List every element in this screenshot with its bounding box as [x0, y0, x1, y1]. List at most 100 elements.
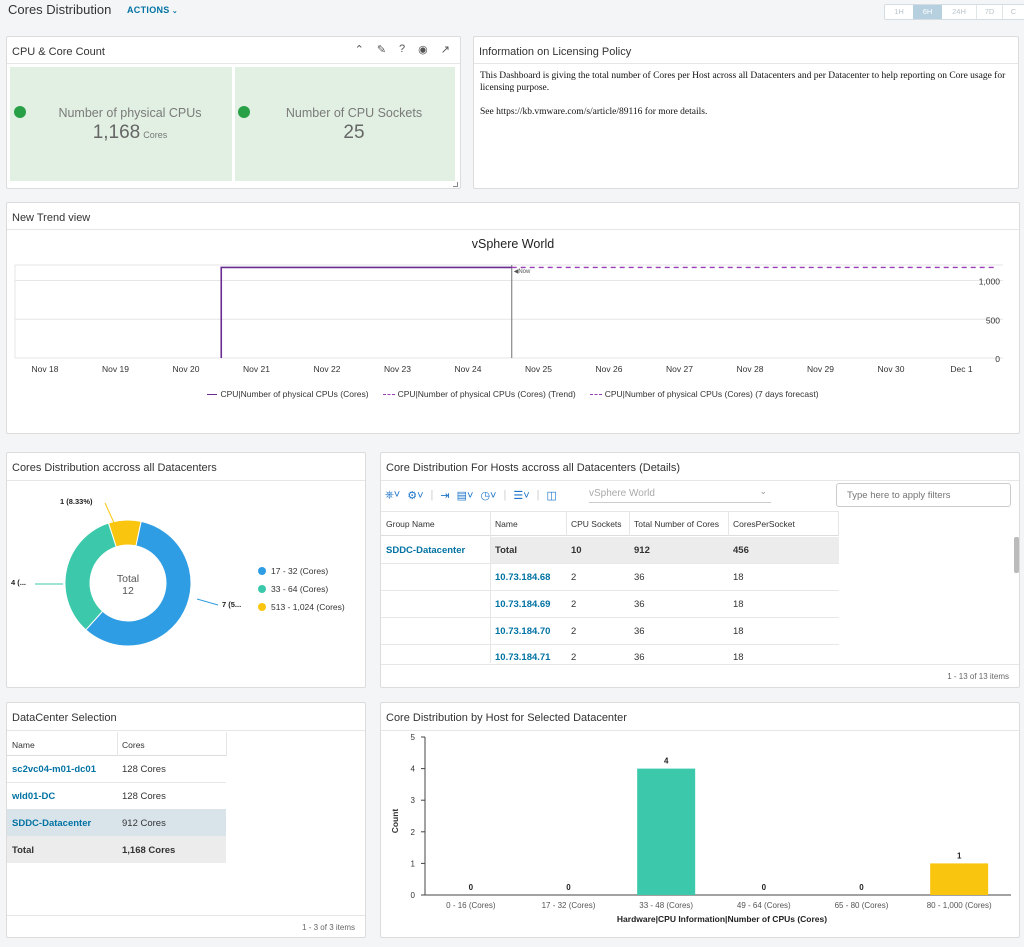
- y-tick-label: 4: [411, 765, 416, 774]
- x-tick-label: Nov 24: [455, 364, 482, 374]
- x-tick-label: Nov 28: [737, 364, 764, 374]
- legend-item-trend[interactable]: CPU|Number of physical CPUs (Cores) (Tre…: [382, 389, 576, 399]
- table-row-selected[interactable]: [7, 809, 226, 836]
- time-range-24h[interactable]: 24H: [942, 5, 976, 19]
- expand-icon[interactable]: ↗: [440, 44, 450, 56]
- y-tick-label: 2: [411, 828, 416, 837]
- group-name-link[interactable]: SDDC-Datacenter: [386, 545, 466, 556]
- chart-title: vSphere World: [471, 237, 555, 251]
- calendar-icon[interactable]: ▤˅: [456, 489, 474, 502]
- column-divider: [226, 732, 227, 756]
- x-tick-label: 49 - 64 (Cores): [737, 901, 791, 910]
- collapse-icon[interactable]: ⌃: [354, 44, 364, 56]
- y-tick-label: 3: [411, 796, 416, 805]
- time-range-7d[interactable]: 7D: [976, 5, 1002, 19]
- divider: [381, 664, 1019, 665]
- col-header-sockets[interactable]: CPU Sockets: [571, 519, 622, 529]
- datacenter-link[interactable]: wld01-DC: [12, 791, 56, 802]
- info-paragraph: This Dashboard is giving the total numbe…: [480, 71, 1006, 93]
- clock-icon[interactable]: ◷˅: [480, 489, 497, 502]
- host-link[interactable]: 10.73.184.70: [495, 626, 551, 637]
- divider: [381, 730, 1019, 731]
- x-tick-label: Nov 19: [102, 364, 129, 374]
- host-link[interactable]: 10.73.184.69: [495, 599, 551, 610]
- donut-center-label: Total 12: [116, 573, 140, 597]
- export-icon[interactable]: ⇥: [440, 489, 450, 502]
- legend-item-series[interactable]: CPU|Number of physical CPUs (Cores): [207, 389, 369, 399]
- chevron-down-icon: ⌄: [169, 8, 179, 15]
- x-tick-label: Nov 21: [243, 364, 270, 374]
- time-range-custom[interactable]: C: [1002, 5, 1024, 19]
- scrollbar[interactable]: [1014, 537, 1019, 573]
- cell-total-cores: 912: [634, 545, 650, 556]
- bar-chart: 0 1 2 3 4 5 0 0 - 16 (Cores) 0 17 - 32 (Cores) 4 33…: [411, 733, 1011, 910]
- y-tick-label: 1,000: [979, 277, 1001, 287]
- bar: [637, 768, 696, 895]
- hierarchy-icon[interactable]: ⎈˅: [385, 488, 401, 501]
- legend-item[interactable]: 513 - 1,024 (Cores): [258, 598, 345, 616]
- filter-input[interactable]: [836, 483, 1011, 507]
- x-tick-label: Nov 25: [525, 364, 552, 374]
- col-header-cps[interactable]: CoresPerSocket: [733, 519, 795, 529]
- table-header: [381, 511, 839, 536]
- scope-icon[interactable]: ◫: [546, 489, 557, 502]
- col-header-cores[interactable]: Total Number of Cores: [634, 519, 720, 529]
- callout-line: [104, 502, 116, 526]
- donut-slice: [85, 520, 192, 647]
- time-range-1h[interactable]: 1H: [885, 5, 913, 19]
- col-header-group[interactable]: Group Name: [386, 519, 435, 529]
- col-header-name[interactable]: Name: [12, 740, 35, 750]
- cell-cores: 128 Cores: [122, 791, 166, 802]
- legend-item[interactable]: 33 - 64 (Cores): [258, 580, 345, 598]
- cell-cores: 36: [634, 572, 645, 583]
- host-link[interactable]: 10.73.184.68: [495, 572, 551, 583]
- col-header-cores[interactable]: Cores: [122, 740, 145, 750]
- chevron-down-icon: ⌄: [759, 486, 767, 496]
- datacenter-link[interactable]: sc2vc04-m01-dc01: [12, 764, 96, 775]
- actions-menu[interactable]: ACTIONS ⌄: [127, 5, 178, 15]
- table-row-total: [7, 836, 226, 863]
- x-tick-label: Nov 22: [314, 364, 341, 374]
- metric-value: 1,168 Cores: [92, 122, 168, 143]
- legend-item-forecast[interactable]: CPU|Number of physical CPUs (Cores) (7 d…: [589, 389, 819, 399]
- legend-item[interactable]: 17 - 32 (Cores): [258, 562, 345, 580]
- x-tick-label: 0 - 16 (Cores): [446, 901, 496, 910]
- col-header-name[interactable]: Name: [495, 519, 518, 529]
- status-dot: [14, 106, 26, 118]
- help-icon[interactable]: ?: [399, 43, 406, 55]
- edit-icon[interactable]: ✎: [376, 44, 387, 56]
- cell-cps: 18: [733, 572, 744, 583]
- bar-data-label: 4: [664, 757, 669, 766]
- legend-dot-icon: [258, 603, 266, 611]
- bar-data-label: 0: [469, 883, 474, 892]
- host-link[interactable]: 10.73.184.71: [495, 652, 551, 663]
- cell-cores: 36: [634, 626, 645, 637]
- settings-icon[interactable]: ⚙˅: [407, 489, 424, 502]
- cell-sockets: 2: [571, 626, 577, 637]
- divider: [7, 480, 365, 481]
- time-range-6h[interactable]: 6H: [913, 5, 942, 19]
- metric-card-cpu-sockets: Number of CPU Sockets 25: [235, 67, 455, 181]
- cpu-core-count-panel: CPU & Core Count ⌃ ✎ ? ◉ ↗ Number of phy…: [6, 36, 461, 189]
- scope-selector[interactable]: vSphere World ⌄: [589, 486, 771, 503]
- cell-total-name: Total: [12, 845, 34, 856]
- page-title: Cores Distribution: [8, 2, 112, 17]
- table-toolbar: ⎈˅ ⚙˅ | ⇥ ▤˅ ◷˅ | ☰˅ | ◫: [385, 488, 557, 502]
- eye-icon[interactable]: ◉: [418, 44, 428, 56]
- list-icon[interactable]: ☰˅: [513, 489, 530, 502]
- licensing-info-panel: Information on Licensing Policy This Das…: [473, 36, 1019, 189]
- datacenter-link[interactable]: SDDC-Datacenter: [12, 818, 92, 829]
- divider: [7, 229, 1019, 230]
- hosts-details-panel: Core Distribution For Hosts accross all …: [380, 452, 1020, 688]
- time-range-selector: 1H 6H 24H 7D C: [884, 4, 1024, 20]
- metric-value: 25: [343, 122, 365, 143]
- row-divider: [381, 590, 839, 591]
- divider: [7, 915, 365, 916]
- legend-dot-icon: [258, 567, 266, 575]
- core-distribution-by-host-panel: Core Distribution by Host for Selected D…: [380, 702, 1020, 938]
- info-paragraph-link: See https://kb.vmware.com/s/article/8911…: [480, 107, 708, 117]
- bar-data-label: 1: [957, 851, 962, 860]
- resize-handle-icon[interactable]: [453, 182, 458, 187]
- donut-hole: [91, 546, 165, 620]
- panel-title: New Trend view: [12, 212, 91, 224]
